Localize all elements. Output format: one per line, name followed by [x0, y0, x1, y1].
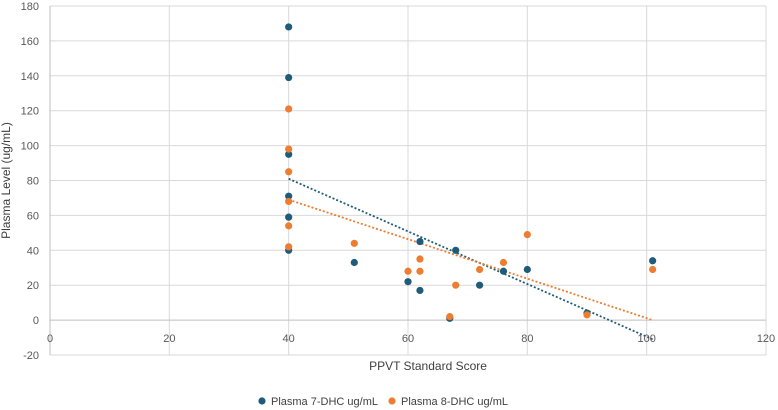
data-point	[649, 257, 657, 265]
data-point	[523, 265, 531, 274]
data-point	[350, 239, 358, 247]
data-point	[649, 265, 657, 274]
data-point	[285, 168, 293, 176]
y-tick-label: 100	[21, 141, 39, 153]
axes	[49, 6, 766, 355]
x-tick-label: 40	[283, 333, 295, 345]
data-point	[446, 313, 454, 321]
y-tick-label: 40	[27, 245, 39, 257]
data-point	[476, 265, 484, 274]
y-axis-title: Plasma Level (ug/mL)	[0, 122, 13, 239]
data-point	[583, 311, 591, 319]
x-tick-label: 20	[163, 333, 175, 345]
data-point	[523, 230, 531, 239]
x-tick-label: 60	[402, 333, 414, 345]
y-tick-label: 20	[27, 280, 39, 292]
tick-labels: -20 0 20 40 60 80 100 120 140 160 180 0 20 40 60 80 100 1…	[21, 1, 776, 362]
data-point	[452, 281, 460, 289]
data-points	[285, 23, 657, 322]
data-point	[452, 246, 460, 254]
y-tick-label: 0	[33, 315, 39, 327]
data-point	[285, 213, 293, 221]
data-point	[404, 278, 412, 286]
data-point	[285, 145, 293, 153]
x-tick-label: 120	[757, 333, 775, 345]
data-point	[285, 105, 293, 113]
data-point	[285, 150, 293, 158]
y-tick-label: 60	[27, 210, 39, 222]
y-tick-label: 180	[21, 1, 39, 13]
x-tick-label: 100	[637, 333, 655, 345]
trendlines	[288, 177, 653, 341]
data-point	[416, 267, 424, 275]
x-axis-title: PPVT Standard Score	[369, 359, 487, 373]
y-tick-label: 140	[21, 71, 39, 83]
x-tick-label: 0	[47, 333, 53, 345]
data-point	[285, 192, 293, 200]
y-tick-label: 160	[21, 36, 39, 48]
data-point	[416, 286, 424, 295]
data-point	[416, 237, 424, 246]
legend-label: Plasma 8-DHC ug/mL	[401, 396, 508, 408]
gridlines	[50, 5, 767, 356]
data-point	[285, 197, 293, 206]
data-point	[350, 258, 358, 267]
legend-marker	[388, 397, 396, 405]
data-point	[285, 23, 293, 31]
y-tick-label: 120	[21, 106, 39, 118]
data-point	[285, 243, 293, 251]
data-point	[499, 267, 508, 275]
x-tick-label: 80	[521, 333, 533, 345]
data-point	[499, 258, 508, 267]
data-point	[285, 73, 293, 82]
trendline-plasma-7-dhc-ug-ml	[288, 177, 653, 341]
data-point	[404, 267, 412, 275]
legend: Plasma 7-DHC ug/mL Plasma 8-DHC ug/mL	[258, 396, 508, 408]
y-tick-label: 80	[27, 176, 39, 188]
legend-marker	[258, 397, 266, 405]
trendline-plasma-8-dhc-ug-ml	[288, 198, 653, 321]
data-point	[476, 281, 484, 289]
y-tick-label: -20	[23, 350, 39, 362]
data-point	[285, 222, 293, 230]
data-point	[416, 255, 424, 263]
legend-label: Plasma 7-DHC ug/mL	[271, 396, 378, 408]
